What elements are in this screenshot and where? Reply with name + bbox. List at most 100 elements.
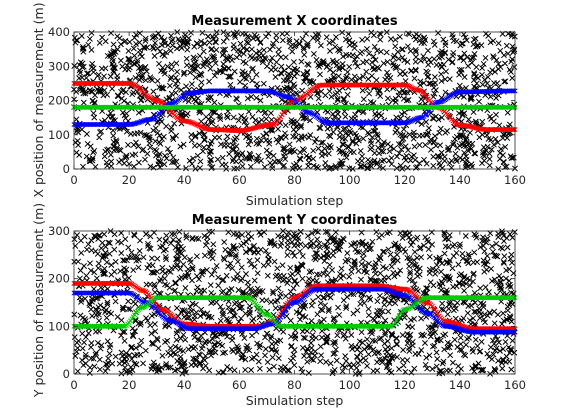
clutter-marker bbox=[480, 60, 487, 67]
clutter-marker bbox=[221, 65, 228, 72]
clutter-marker bbox=[486, 162, 493, 169]
clutter-marker bbox=[104, 91, 111, 98]
clutter-marker bbox=[380, 60, 387, 67]
clutter-marker bbox=[360, 96, 367, 103]
x-tick-label: 120 bbox=[394, 173, 416, 187]
clutter-marker bbox=[197, 158, 204, 165]
clutter-marker bbox=[312, 139, 318, 146]
clutter-marker bbox=[352, 59, 359, 66]
clutter-marker bbox=[200, 48, 207, 55]
clutter-marker bbox=[329, 57, 336, 64]
clutter-marker bbox=[161, 70, 168, 77]
clutter-marker bbox=[441, 153, 448, 160]
clutter-marker bbox=[490, 141, 497, 148]
clutter-marker bbox=[327, 144, 334, 151]
clutter-marker bbox=[426, 56, 433, 63]
clutter-marker bbox=[407, 48, 414, 54]
clutter-marker bbox=[190, 155, 197, 162]
clutter-marker bbox=[205, 33, 212, 40]
clutter-marker bbox=[401, 71, 408, 78]
clutter-marker bbox=[157, 158, 164, 165]
clutter-marker bbox=[263, 147, 270, 154]
clutter-marker bbox=[461, 50, 468, 57]
clutter-marker bbox=[257, 97, 264, 104]
clutter-marker bbox=[163, 123, 170, 130]
clutter-marker bbox=[167, 76, 174, 83]
clutter-marker bbox=[209, 33, 216, 40]
clutter-marker bbox=[201, 144, 207, 151]
clutter-marker bbox=[460, 31, 467, 38]
clutter-marker bbox=[401, 57, 408, 64]
clutter-marker bbox=[180, 71, 187, 78]
clutter-marker bbox=[242, 60, 249, 67]
clutter-marker bbox=[461, 142, 467, 149]
clutter-marker bbox=[90, 149, 97, 156]
clutter-marker bbox=[436, 54, 443, 61]
clutter-marker bbox=[461, 74, 468, 81]
clutter-marker bbox=[269, 165, 276, 172]
clutter-marker bbox=[321, 145, 328, 152]
clutter-marker bbox=[354, 158, 361, 165]
clutter-marker bbox=[151, 53, 158, 59]
clutter-marker bbox=[460, 57, 467, 64]
clutter-marker bbox=[305, 134, 312, 141]
clutter-marker bbox=[300, 70, 307, 77]
plot-area bbox=[71, 29, 518, 172]
clutter-marker bbox=[305, 61, 312, 68]
clutter-marker bbox=[188, 29, 194, 36]
clutter-marker bbox=[377, 36, 384, 43]
clutter-marker bbox=[490, 37, 497, 44]
clutter-marker bbox=[444, 128, 451, 134]
clutter-marker bbox=[427, 80, 434, 87]
clutter-marker bbox=[167, 149, 173, 156]
clutter-marker bbox=[247, 52, 254, 59]
clutter-marker bbox=[142, 156, 148, 163]
clutter-marker bbox=[150, 164, 157, 171]
clutter-marker bbox=[297, 156, 304, 163]
clutter-marker bbox=[494, 139, 501, 146]
clutter-marker bbox=[360, 109, 366, 116]
clutter-marker bbox=[74, 128, 80, 135]
clutter-marker bbox=[420, 80, 427, 86]
clutter-marker bbox=[162, 152, 168, 159]
clutter-marker bbox=[169, 134, 176, 141]
clutter-marker bbox=[227, 81, 234, 88]
clutter-marker bbox=[365, 165, 372, 172]
clutter-marker bbox=[230, 41, 237, 48]
clutter-marker bbox=[422, 36, 429, 43]
clutter-marker bbox=[446, 76, 453, 83]
clutter-marker bbox=[332, 163, 339, 169]
clutter-marker bbox=[302, 74, 309, 81]
clutter-marker bbox=[162, 40, 168, 47]
clutter-marker bbox=[508, 58, 515, 65]
clutter-marker bbox=[239, 163, 246, 170]
clutter-marker bbox=[388, 161, 395, 168]
clutter-marker bbox=[479, 71, 485, 78]
clutter-marker bbox=[416, 37, 423, 44]
clutter-marker bbox=[400, 95, 407, 102]
clutter-marker bbox=[470, 54, 477, 61]
clutter-marker bbox=[244, 33, 251, 40]
clutter-marker bbox=[326, 88, 333, 95]
clutter-marker bbox=[287, 86, 294, 93]
clutter-marker bbox=[89, 157, 96, 164]
clutter-marker bbox=[207, 65, 214, 72]
clutter-marker bbox=[110, 41, 117, 48]
clutter-marker bbox=[273, 136, 280, 143]
clutter-marker bbox=[201, 58, 208, 65]
clutter-marker bbox=[450, 37, 457, 44]
clutter-marker bbox=[326, 39, 333, 46]
clutter-marker bbox=[486, 156, 493, 162]
clutter-marker bbox=[110, 127, 116, 134]
clutter-marker bbox=[349, 139, 356, 146]
clutter-marker bbox=[340, 96, 347, 103]
clutter-marker bbox=[118, 157, 125, 164]
clutter-marker bbox=[507, 68, 514, 75]
clutter-marker bbox=[347, 127, 353, 134]
clutter-marker bbox=[292, 129, 299, 136]
clutter-marker bbox=[157, 48, 164, 55]
clutter-marker bbox=[206, 78, 213, 85]
clutter-marker bbox=[190, 65, 197, 72]
clutter-marker bbox=[430, 162, 437, 169]
clutter-marker bbox=[372, 57, 379, 63]
